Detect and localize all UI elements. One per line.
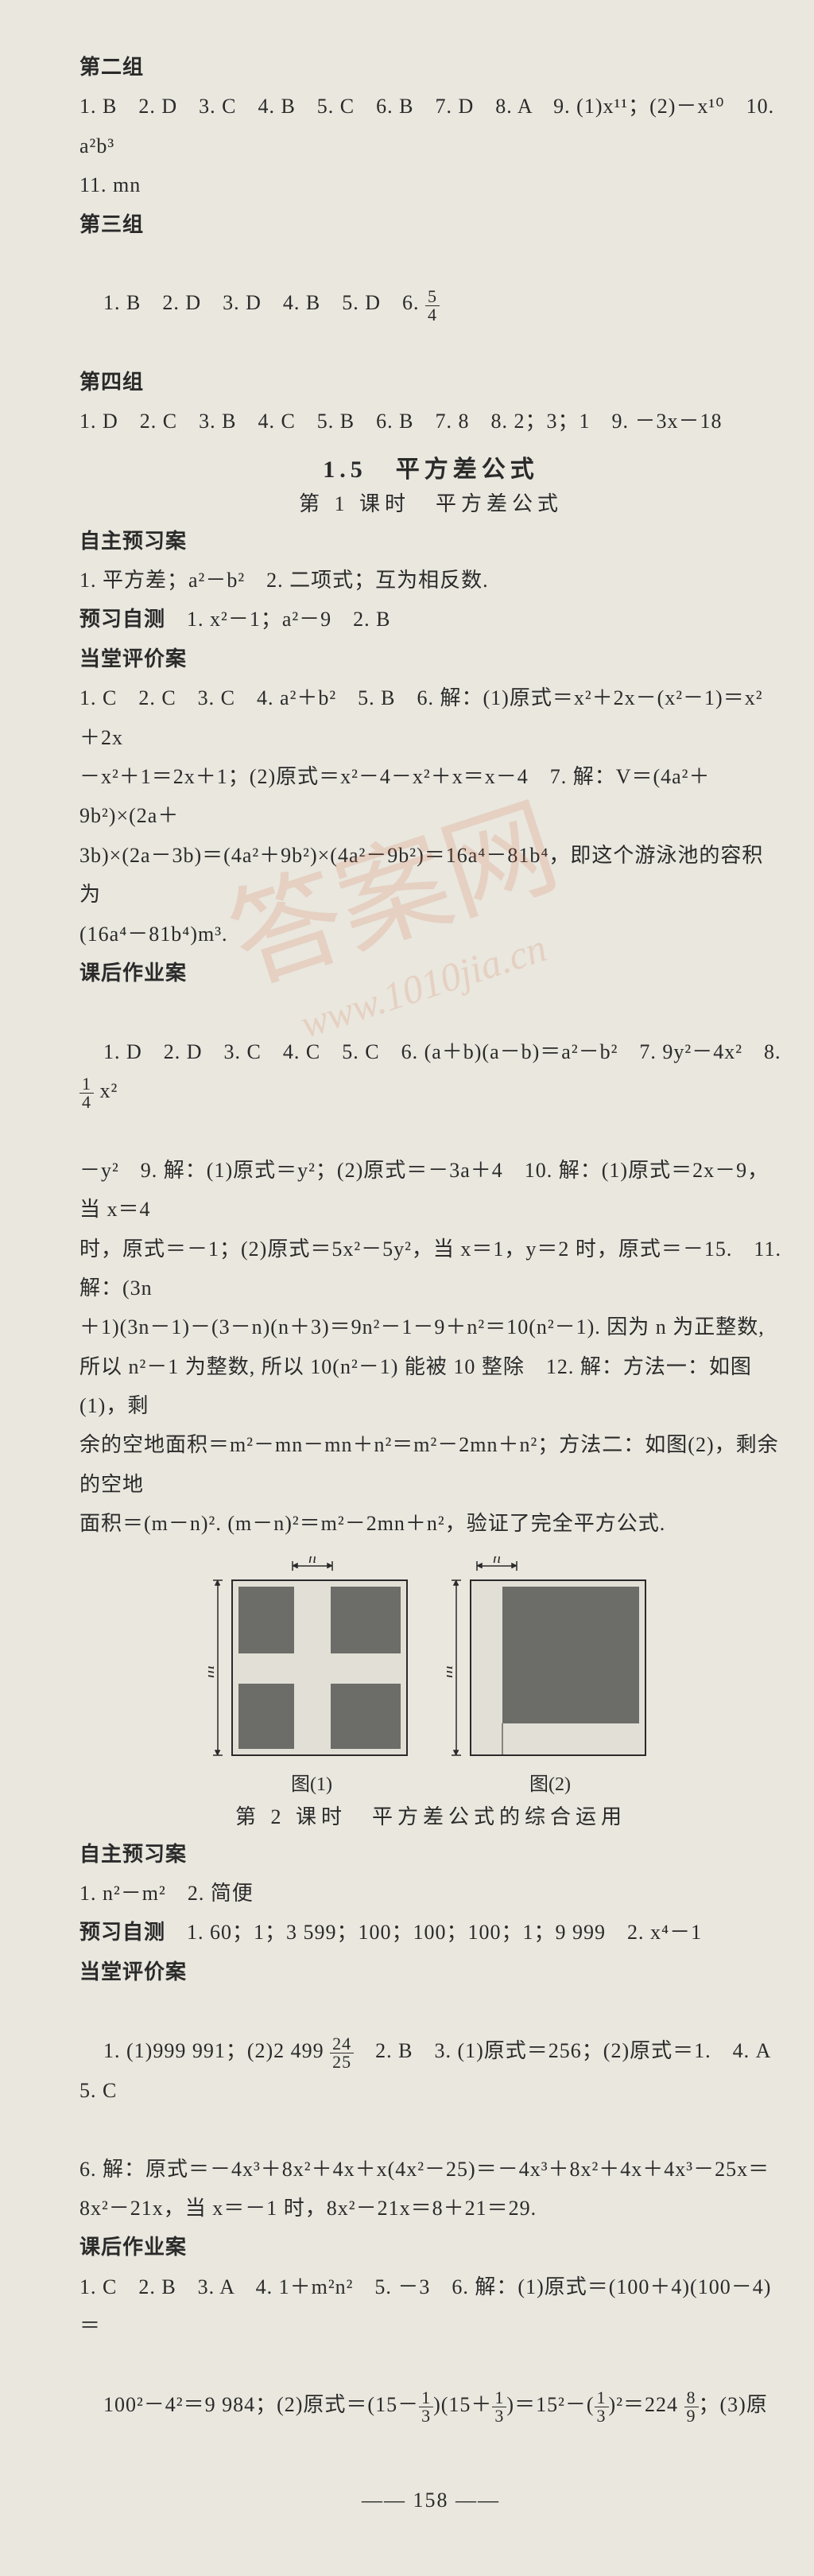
kh2-l2-e: ；(3)原 xyxy=(699,2393,768,2416)
zizhu1-line1: 1. 平方差；a²－b² 2. 二项式；互为相反数. xyxy=(79,561,782,600)
dt1-line1: 1. C 2. C 3. C 4. a²＋b² 5. B 6. 解：(1)原式＝… xyxy=(79,678,782,757)
frac-den: 9 xyxy=(684,2407,699,2425)
dangtang1-heading: 当堂评价案 xyxy=(79,639,782,678)
kh1-line3: 时，原式＝－1；(2)原式＝5x²－5y²，当 x＝1，y＝2 时，原式＝－15… xyxy=(79,1230,782,1308)
fraction: 13 xyxy=(492,2389,506,2425)
yuxi1-label: 预习自测 xyxy=(79,608,165,631)
group3-line1: 1. B 2. D 3. D 4. B 5. D 6. 54 xyxy=(79,244,782,363)
figure-2-caption: 图(2) xyxy=(529,1768,571,1796)
fraction: 54 xyxy=(425,288,440,324)
group2-heading: 第二组 xyxy=(79,48,782,87)
group2-line1: 1. B 2. D 3. C 4. B 5. C 6. B 7. D 8. A … xyxy=(79,87,782,165)
dt1-line3: 3b)×(2a－3b)＝(4a²＋9b²)×(4a²－9b²)＝16a⁴－81b… xyxy=(79,836,782,915)
kh1-line5: 所以 n²－1 为整数, 所以 10(n²－1) 能被 10 整除 12. 解：… xyxy=(79,1347,782,1426)
kh1-line1-prefix: 1. D 2. D 3. C 4. C 5. C 6. (a＋b)(a－b)＝a… xyxy=(103,1040,787,1063)
kh2-l2-b: )(15＋ xyxy=(433,2393,492,2416)
figure-1: n m 图(1) xyxy=(208,1556,415,1796)
zizhu2-line1: 1. n²－m² 2. 简便 xyxy=(79,1874,782,1913)
figure-n-label: n xyxy=(308,1556,316,1567)
yuxi1-line: 预习自测 1. x²－1；a²－9 2. B xyxy=(79,600,782,639)
kh1-line4: ＋1)(3n－1)－(3－n)(n＋3)＝9n²－1－9＋n²＝10(n²－1)… xyxy=(79,1307,782,1346)
section-1-5-title: 1.5 平方差公式 xyxy=(79,449,782,484)
fraction: 13 xyxy=(419,2389,433,2425)
zizhu2-heading: 自主预习案 xyxy=(79,1835,782,1874)
frac-num: 1 xyxy=(492,2389,506,2407)
kh1-line1: 1. D 2. D 3. C 4. C 5. C 6. (a＋b)(a－b)＝a… xyxy=(79,993,782,1150)
frac-den: 3 xyxy=(492,2407,506,2425)
fraction: 13 xyxy=(595,2389,609,2425)
group3-line1-prefix: 1. B 2. D 3. D 4. B 5. D 6. xyxy=(103,291,425,314)
kehou1-heading: 课后作业案 xyxy=(79,954,782,993)
frac-den: 3 xyxy=(595,2407,609,2425)
figure2-n-label: n xyxy=(493,1556,501,1567)
zizhu1-heading: 自主预习案 xyxy=(79,522,782,561)
kh2-line2: 100²－4²＝9 984；(2)原式＝(15－13)(15＋13)＝15²－(… xyxy=(79,2346,782,2465)
kh1-line6: 余的空地面积＝m²－mn－mn＋n²＝m²－2mn＋n²；方法二：如图(2)，剩… xyxy=(79,1425,782,1504)
section-2-sub: 第 2 课时 平方差公式的综合运用 xyxy=(79,1801,782,1830)
dt2-line1: 1. (1)999 991；(2)2 499 2425 2. B 3. (1)原… xyxy=(79,1991,782,2149)
section-1-5-sub: 第 1 课时 平方差公式 xyxy=(79,488,782,517)
figure-2: n m 图(2) xyxy=(447,1556,653,1796)
group4-line1: 1. D 2. C 3. B 4. C 5. B 6. B 7. 8 8. 2；… xyxy=(79,402,782,441)
dt1-line2: －x²＋1＝2x＋1；(2)原式＝x²－4－x²＋x＝x－4 7. 解：V＝(4… xyxy=(79,757,782,836)
kh1-line1-suffix: x² xyxy=(94,1079,118,1102)
group4-heading: 第四组 xyxy=(79,363,782,402)
figure-m-label: m xyxy=(208,1665,218,1678)
figure-1-svg: n m xyxy=(208,1556,415,1763)
kh1-line2: －y² 9. 解：(1)原式＝y²；(2)原式＝－3a＋4 10. 解：(1)原… xyxy=(79,1151,782,1230)
yuxi2-label: 预习自测 xyxy=(79,1921,165,1944)
figure-row: n m 图(1) xyxy=(79,1556,782,1796)
page-number: —— 158 —— xyxy=(79,2489,782,2512)
frac-num: 1 xyxy=(419,2389,433,2407)
frac-num: 5 xyxy=(425,288,440,306)
figure2-m-label: m xyxy=(447,1665,456,1678)
dt2-line3: 8x²－21x，当 x＝－1 时，8x²－21x＝8＋21＝29. xyxy=(79,2189,782,2228)
frac-den: 25 xyxy=(330,2053,354,2071)
group2-line2: 11. mn xyxy=(79,165,782,204)
fraction: 89 xyxy=(684,2389,699,2425)
frac-num: 1 xyxy=(595,2389,609,2407)
dangtang2-heading: 当堂评价案 xyxy=(79,1952,782,1991)
frac-den: 4 xyxy=(425,306,440,324)
frac-num: 24 xyxy=(330,2035,354,2053)
frac-num: 8 xyxy=(684,2389,699,2407)
kh2-l2-c: )＝15²－( xyxy=(506,2393,594,2416)
figure-2-svg: n m xyxy=(447,1556,653,1763)
fraction: 2425 xyxy=(330,2035,354,2071)
kh2-l2-a: 100²－4²＝9 984；(2)原式＝(15－ xyxy=(103,2393,419,2416)
kehou2-heading: 课后作业案 xyxy=(79,2228,782,2267)
kh2-l2-d: )²＝224 xyxy=(609,2393,684,2416)
dt2-line2: 6. 解：原式＝－4x³＋8x²＋4x＋x(4x²－25)＝－4x³＋8x²＋4… xyxy=(79,2150,782,2189)
yuxi2-line: 预习自测 1. 60；1；3 599；100；100；100；1；9 999 2… xyxy=(79,1913,782,1952)
group3-heading: 第三组 xyxy=(79,205,782,244)
dt2-line1-prefix: 1. (1)999 991；(2)2 499 xyxy=(103,2039,330,2062)
figure-1-caption: 图(1) xyxy=(291,1768,332,1796)
frac-num: 1 xyxy=(79,1075,94,1094)
yuxi2-content: 1. 60；1；3 599；100；100；100；1；9 999 2. x⁴－… xyxy=(187,1921,702,1944)
yuxi1-content: 1. x²－1；a²－9 2. B xyxy=(187,608,390,631)
frac-den: 3 xyxy=(419,2407,433,2425)
page: 答案网 www.1010jia.cn 第二组 1. B 2. D 3. C 4.… xyxy=(0,0,814,2576)
dt1-line4: (16a⁴－81b⁴)m³. xyxy=(79,915,782,954)
kh1-line7: 面积＝(m－n)². (m－n)²＝m²－2mn＋n²，验证了完全平方公式. xyxy=(79,1504,782,1543)
kh2-line1: 1. C 2. B 3. A 4. 1＋m²n² 5. －3 6. 解：(1)原… xyxy=(79,2267,782,2346)
frac-den: 4 xyxy=(79,1094,94,1111)
fraction: 14 xyxy=(79,1075,94,1111)
